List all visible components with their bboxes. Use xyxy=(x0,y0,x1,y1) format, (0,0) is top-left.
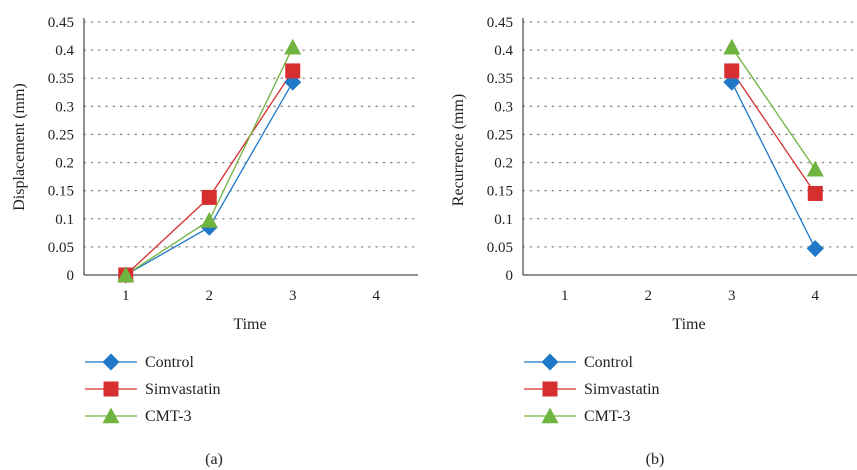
y-tick-label: 0.45 xyxy=(48,15,74,31)
x-tick-label: 1 xyxy=(122,288,130,304)
legend-entry-control: Control xyxy=(85,353,194,371)
legend-marker xyxy=(102,407,120,424)
y-tick-label: 0.15 xyxy=(48,184,74,200)
y-tick-label: 0.05 xyxy=(48,240,74,256)
legend-entry-cmt-3: CMT-3 xyxy=(524,407,631,425)
legend-label: Simvastatin xyxy=(145,381,221,398)
y-tick-label: 0.1 xyxy=(55,212,74,228)
y-tick-label: 0.1 xyxy=(494,212,513,228)
panel-label: (a) xyxy=(205,451,223,468)
y-axis-label: Recurrence (mm) xyxy=(450,94,467,206)
series-line-control xyxy=(125,81,294,276)
x-tick-label: 2 xyxy=(206,288,214,304)
y-tick-label: 0 xyxy=(506,268,514,284)
y-tick-label: 0.35 xyxy=(48,71,74,87)
data-point-cmt-3 xyxy=(284,38,302,55)
legend-marker xyxy=(541,353,559,371)
y-tick-label: 0.25 xyxy=(487,127,513,143)
y-tick-label: 0.35 xyxy=(487,71,513,87)
chart-panel-b: Recurrence (mm) Time (b) 0 0.05 0.1 0.15 0.2… xyxy=(450,15,857,468)
chart-panel-a: Displacement (mm) Time (a) 0 0.05 0.1 0.15 0… xyxy=(11,15,419,468)
y-tick-label: 0.3 xyxy=(55,99,74,115)
x-tick-label: 4 xyxy=(812,288,820,304)
data-point-simvastatin xyxy=(285,63,301,79)
y-tick-label: 0.05 xyxy=(487,240,513,256)
x-tick-label: 2 xyxy=(645,288,653,304)
y-tick-label: 0.2 xyxy=(494,156,513,172)
data-point-cmt-3 xyxy=(200,211,218,228)
data-point-simvastatin xyxy=(724,63,740,79)
series-line-simvastatin xyxy=(125,70,294,276)
y-tick-label: 0.3 xyxy=(494,99,513,115)
legend-entry-simvastatin: Simvastatin xyxy=(524,381,660,398)
panel-label: (b) xyxy=(646,451,665,468)
x-axis-label: Time xyxy=(672,316,705,333)
y-axis-label: Displacement (mm) xyxy=(11,83,28,211)
x-axis-label: Time xyxy=(233,316,266,333)
legend-entry-cmt-3: CMT-3 xyxy=(85,407,192,425)
legend-label: Control xyxy=(584,354,633,371)
y-tick-label: 0.4 xyxy=(55,43,74,59)
y-tick-label: 0.25 xyxy=(48,127,74,143)
legend-marker xyxy=(102,353,120,371)
data-point-simvastatin xyxy=(201,189,217,205)
legend-label: CMT-3 xyxy=(584,408,631,425)
data-point-cmt-3 xyxy=(806,160,824,177)
legend-label: Simvastatin xyxy=(584,381,660,398)
data-point-cmt-3 xyxy=(117,266,135,283)
legend-marker xyxy=(542,381,558,397)
y-tick-label: 0 xyxy=(67,268,75,284)
x-tick-label: 1 xyxy=(561,288,569,304)
legend-label: Control xyxy=(145,354,194,371)
series-line-cmt-3 xyxy=(731,46,816,170)
y-tick-label: 0.4 xyxy=(494,43,513,59)
x-tick-label: 3 xyxy=(289,288,297,304)
data-point-simvastatin xyxy=(807,185,823,201)
y-tick-label: 0.45 xyxy=(487,15,513,31)
series-line-control xyxy=(731,81,816,249)
x-tick-label: 3 xyxy=(728,288,736,304)
data-point-control xyxy=(806,240,824,258)
legend-marker xyxy=(103,381,119,397)
series-line-cmt-3 xyxy=(125,47,294,276)
y-tick-label: 0.15 xyxy=(487,184,513,200)
legend-entry-simvastatin: Simvastatin xyxy=(85,381,221,398)
legend-entry-control: Control xyxy=(524,353,633,371)
legend-marker xyxy=(541,407,559,424)
y-tick-label: 0.2 xyxy=(55,156,74,172)
series-line-simvastatin xyxy=(731,70,816,194)
x-tick-label: 4 xyxy=(373,288,381,304)
legend-label: CMT-3 xyxy=(145,408,192,425)
data-point-cmt-3 xyxy=(723,38,741,55)
